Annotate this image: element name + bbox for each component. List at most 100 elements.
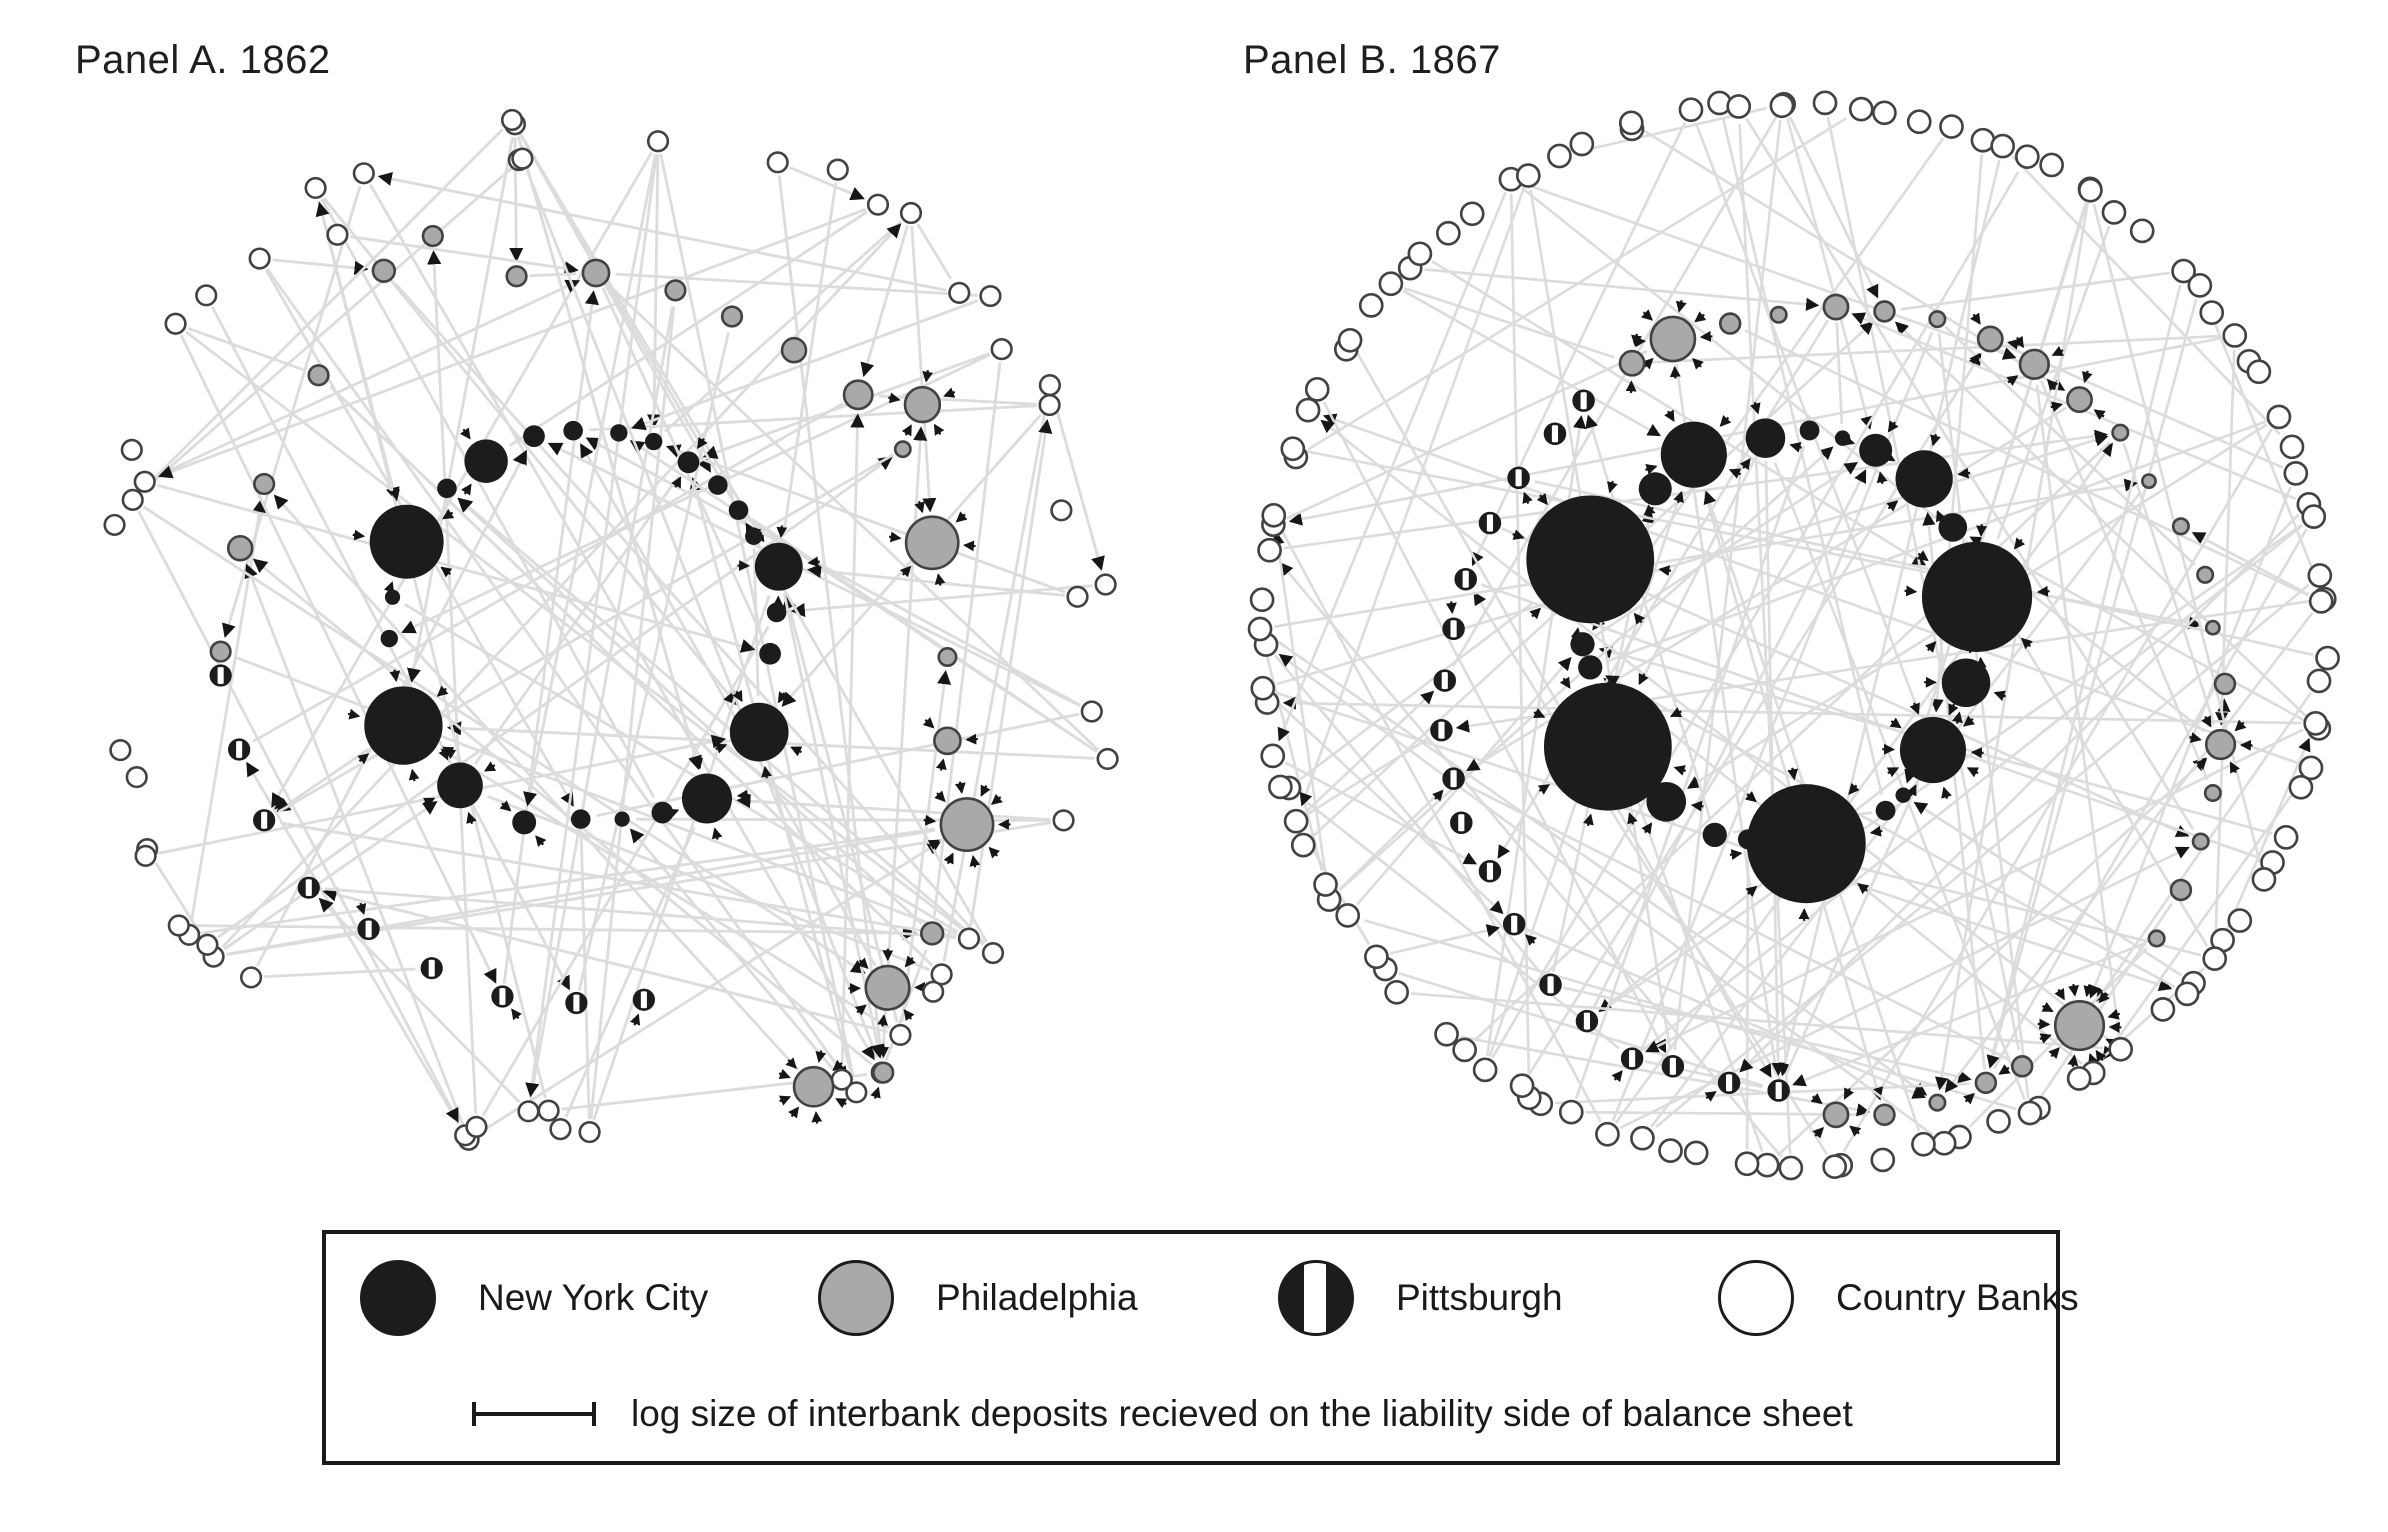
burst-arrow [389, 488, 400, 501]
edge [1986, 298, 2198, 1069]
edge [1894, 321, 2310, 720]
burst-arrow [877, 1014, 889, 1027]
edge [280, 821, 957, 938]
node-country-bank [1337, 327, 1363, 353]
edge [320, 198, 656, 799]
node-country-bank [1595, 1121, 1620, 1147]
node-pittsburgh [491, 985, 514, 1008]
edge [1285, 349, 1648, 520]
edge [1992, 528, 2308, 1070]
burst-arrow [1704, 1091, 1717, 1102]
node-country-bank [2222, 323, 2248, 348]
node-nyc [384, 589, 401, 605]
edge [1594, 461, 1859, 637]
edge [509, 210, 868, 447]
edge [144, 166, 514, 491]
burst-arrow [1694, 311, 1707, 323]
legend-item-philadelphia: Philadelphia [818, 1260, 1138, 1336]
burst-arrow [969, 855, 981, 868]
burst-arrow [1916, 550, 1929, 562]
burst-arrow [965, 733, 978, 745]
burst-arrow [2229, 761, 2240, 774]
node-philadelphia [720, 305, 744, 328]
burst-arrow [988, 846, 1001, 859]
node-pittsburgh [1433, 669, 1457, 692]
node-country-bank [1547, 143, 1572, 169]
burst-arrow [888, 392, 901, 404]
node-country-bank [2266, 404, 2292, 430]
edge [1424, 268, 1820, 311]
edge [211, 306, 571, 991]
node-country-bank [1870, 1147, 1896, 1173]
legend-label: New York City [478, 1277, 709, 1318]
burst-arrow [440, 566, 453, 578]
burst-arrow [1869, 825, 1883, 837]
burst-arrow [1699, 330, 1713, 342]
burst-arrow [697, 436, 708, 450]
burst-arrow [2051, 345, 2064, 357]
burst-arrow [1948, 703, 1959, 716]
edge [916, 223, 953, 280]
node-country-bank [304, 176, 327, 200]
burst-arrow [1849, 1125, 1862, 1137]
burst-arrow [901, 424, 912, 437]
burst-arrow [1812, 1126, 1825, 1139]
node-pittsburgh [1539, 973, 1562, 996]
edge [142, 505, 866, 974]
node-country-bank [326, 223, 349, 246]
pittsburgh-node-icon [1278, 1260, 1354, 1336]
node-philadelphia [1928, 1093, 1947, 1112]
node-philadelphia [904, 515, 960, 571]
burst-arrow [785, 1057, 797, 1069]
node-country-bank [1247, 616, 1273, 642]
burst-arrow [1889, 717, 1902, 729]
burst-arrow [776, 525, 788, 538]
edge [1299, 188, 1525, 807]
burst-arrow [1432, 789, 1444, 802]
burst-arrow [1641, 822, 1653, 835]
burst-arrow [1533, 708, 1546, 719]
node-philadelphia [2053, 999, 2106, 1052]
node-country-bank [2306, 668, 2332, 694]
node-nyc [570, 809, 591, 829]
burst-arrow [927, 839, 940, 850]
node-country-bank [1931, 1130, 1957, 1156]
burst-arrow [854, 1004, 867, 1016]
edge [1645, 728, 2304, 1053]
node-philadelphia [2169, 878, 2193, 902]
node-country-bank [465, 1115, 488, 1138]
edge [235, 656, 958, 936]
burst-arrow [1529, 607, 1542, 620]
node-country-bank [1038, 393, 1061, 417]
node-country-bank [1283, 808, 1309, 834]
network-panel-b [1247, 90, 2340, 1181]
node-philadelphia [872, 1061, 895, 1084]
node-country-bank [1618, 110, 1644, 136]
node-country-bank [109, 738, 132, 762]
burst-arrow [777, 691, 789, 704]
burst-arrow [1643, 504, 1656, 516]
burst-arrow [671, 476, 682, 489]
burst-arrow [943, 387, 956, 398]
burst-arrow [934, 790, 946, 803]
node-nyc [754, 542, 803, 591]
burst-arrow [954, 781, 966, 794]
burst-arrow [2098, 991, 2110, 1004]
burst-arrow [2036, 585, 2050, 597]
node-country-bank [1848, 96, 1874, 122]
node-philadelphia [933, 726, 962, 756]
node-country-bank [537, 1099, 560, 1122]
node-nyc [464, 439, 508, 483]
node-nyc [437, 762, 483, 809]
burst-arrow [1664, 409, 1675, 422]
burst-arrow [1810, 1093, 1823, 1105]
burst-arrow [1750, 401, 1761, 415]
burst-arrow [1966, 767, 1980, 778]
node-pittsburgh [1430, 718, 1453, 742]
node-pittsburgh [1620, 1047, 1644, 1070]
node-philadelphia [893, 440, 912, 459]
burst-arrow [934, 573, 946, 586]
burst-arrow [790, 746, 803, 757]
burst-arrow [466, 811, 477, 825]
node-country-bank [549, 1118, 572, 1141]
